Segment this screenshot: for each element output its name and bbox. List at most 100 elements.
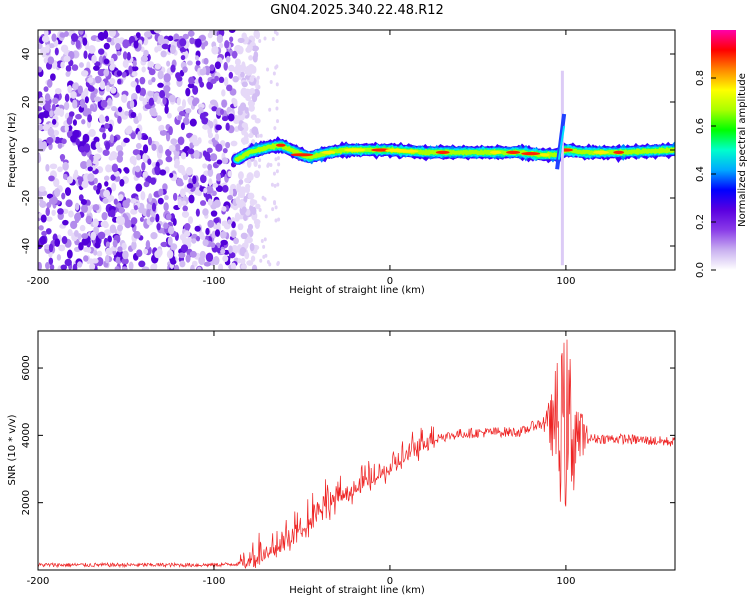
heatmap-cell — [93, 136, 100, 143]
heatmap-cell — [48, 257, 54, 265]
heatmap-cell — [242, 35, 249, 45]
heatmap-cell — [147, 90, 154, 97]
heatmap-cell — [87, 173, 95, 182]
heatmap-cell — [179, 38, 187, 47]
heatmap-cell — [187, 30, 195, 37]
heatmap-cell — [151, 143, 157, 151]
heatmap-cell — [202, 208, 209, 216]
x-tick-label: 0 — [387, 276, 393, 287]
heatmap-cell — [132, 149, 141, 156]
heatmap-cell — [232, 75, 239, 83]
heatmap-cell — [163, 222, 169, 229]
heatmap-cell — [143, 49, 149, 57]
heatmap-spike-core — [557, 125, 566, 160]
heatmap-cell — [276, 119, 280, 124]
heatmap-cell — [92, 65, 100, 71]
heatmap-cell — [213, 217, 220, 224]
heatmap-cell — [106, 37, 112, 43]
heatmap-cell — [83, 255, 89, 262]
heatmap-cell — [89, 104, 95, 112]
heatmap-cell — [42, 123, 51, 131]
heatmap-cell — [101, 211, 108, 221]
heatmap-cell — [105, 141, 111, 151]
heatmap-cell — [38, 261, 42, 270]
heatmap-cell — [154, 250, 162, 259]
heatmap-cell — [117, 150, 124, 157]
heatmap-cell — [110, 86, 117, 94]
heatmap-cell — [75, 138, 80, 146]
heatmap-cell — [39, 235, 46, 245]
heatmap-cell — [94, 61, 101, 67]
heatmap-cell — [79, 224, 86, 232]
heatmap-cell — [275, 106, 279, 111]
heatmap-cell — [161, 43, 170, 50]
heatmap-cell — [128, 261, 134, 270]
heatmap-cell — [73, 169, 79, 178]
heatmap-cell — [203, 187, 208, 194]
heatmap-cell — [143, 181, 150, 188]
heatmap-cell — [84, 96, 89, 104]
heatmap-cell — [167, 236, 173, 246]
heatmap-cell — [97, 231, 106, 240]
heatmap-cell — [260, 238, 264, 243]
heatmap-cell — [109, 224, 117, 234]
heatmap-cell — [38, 66, 43, 73]
heatmap-cell — [178, 252, 186, 259]
heatmap-cell — [274, 218, 278, 223]
heatmap-cell — [275, 169, 279, 174]
heatmap-cell — [251, 264, 258, 270]
heatmap-cell — [151, 76, 156, 83]
heatmap-cell — [210, 210, 218, 217]
heatmap-cell — [235, 64, 241, 70]
heatmap-cell — [104, 181, 109, 187]
heatmap-cell — [135, 32, 141, 39]
heatmap-cell — [270, 182, 274, 187]
heatmap-cell — [195, 235, 201, 242]
heatmap-cell — [199, 231, 205, 240]
heatmap-cell — [40, 47, 48, 56]
heatmap-cell — [258, 38, 262, 43]
heatmap-cell — [269, 79, 273, 84]
heatmap-cell — [90, 140, 98, 150]
heatmap-cell — [187, 60, 193, 66]
bottom-x-axis: -200 -100 0 100 — [27, 331, 575, 587]
heatmap-cell — [138, 260, 146, 268]
heatmap-cell — [111, 182, 117, 192]
heatmap-cell — [240, 87, 248, 97]
heatmap-cell — [237, 214, 245, 220]
heatmap-cell — [117, 78, 122, 85]
heatmap-cell — [202, 124, 210, 130]
heatmap-cell — [259, 258, 263, 263]
heatmap-cell — [148, 97, 155, 107]
heatmap-cell — [148, 193, 153, 203]
heatmap-cell — [228, 30, 236, 33]
heatmap-cell — [268, 262, 272, 267]
heatmap-cell — [253, 159, 258, 168]
heatmap-cell — [165, 213, 172, 221]
heatmap-cell — [53, 177, 60, 188]
heatmap-cell — [45, 228, 52, 235]
x-tick-label: -100 — [203, 576, 226, 587]
heatmap-cell — [115, 43, 121, 51]
heatmap-cell — [99, 80, 106, 90]
heatmap-cell — [93, 185, 98, 191]
heatmap-cell — [224, 40, 230, 49]
heatmap-cell — [80, 204, 88, 213]
x-tick-label: -200 — [27, 576, 50, 587]
heatmap-cell — [231, 221, 236, 229]
heatmap-cell — [159, 90, 166, 99]
heatmap-cell — [157, 197, 164, 205]
heatmap-cell — [207, 132, 214, 139]
heatmap-cell — [140, 190, 146, 201]
heatmap-cell — [182, 33, 189, 40]
heatmap-cell — [143, 31, 152, 38]
heatmap-cell — [235, 196, 241, 205]
heatmap-cell — [122, 39, 130, 49]
heatmap-cell — [87, 85, 95, 92]
heatmap-cell — [41, 35, 50, 43]
heatmap-cell — [158, 188, 164, 197]
heatmap-cell — [236, 45, 244, 55]
heatmap-cell — [247, 192, 255, 200]
heatmap-cell — [168, 94, 176, 103]
